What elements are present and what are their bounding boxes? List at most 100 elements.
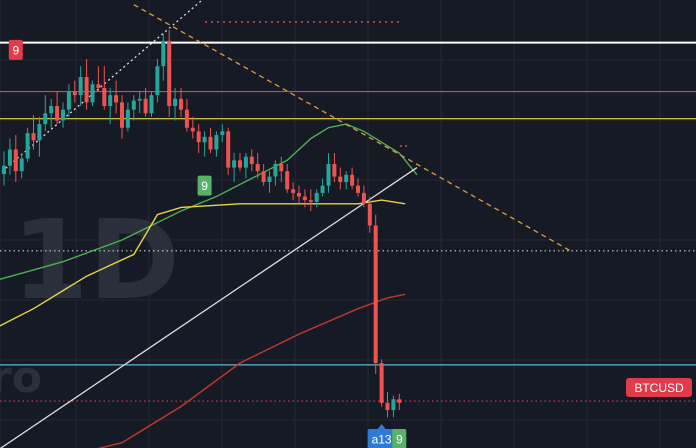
candle	[37, 116, 42, 157]
candle	[308, 189, 313, 211]
candle	[273, 160, 278, 186]
candle-body	[143, 98, 148, 114]
candle	[285, 163, 290, 193]
candle	[108, 87, 113, 125]
candle-body	[72, 91, 77, 96]
candle-body	[302, 196, 307, 201]
candle	[43, 95, 48, 132]
candle-body	[273, 163, 278, 177]
candle-body	[90, 84, 95, 103]
marker-buy-setup: a13	[367, 424, 396, 448]
candle-body	[25, 133, 30, 159]
candle-body	[131, 100, 136, 110]
candle	[238, 153, 242, 172]
candle	[302, 189, 307, 208]
candle-body	[232, 160, 237, 168]
candle-body	[149, 95, 154, 114]
candle	[31, 115, 36, 150]
candle-body	[255, 163, 260, 172]
candle-body	[338, 176, 343, 183]
candle	[61, 102, 65, 128]
marker-sell-count: 9	[8, 39, 23, 60]
candle-body	[391, 399, 396, 411]
candle-body	[243, 156, 248, 168]
candle	[7, 138, 12, 175]
candle	[161, 33, 166, 81]
candles	[2, 30, 402, 418]
trendlines	[0, 0, 571, 448]
candle	[279, 156, 284, 183]
candle-body	[297, 192, 301, 197]
marker-bg	[8, 39, 23, 60]
candle	[249, 149, 254, 172]
marker-bg	[392, 429, 407, 448]
candle-body	[155, 66, 160, 96]
candle-body	[184, 109, 189, 128]
candle	[397, 393, 402, 411]
marker-pointer	[377, 424, 386, 430]
candle	[131, 95, 136, 121]
candle	[102, 66, 107, 110]
candle-body	[43, 113, 48, 125]
candle	[49, 98, 54, 128]
candle-body	[96, 84, 101, 88]
candle-body	[202, 136, 207, 143]
candle	[13, 134, 18, 183]
candle	[214, 131, 219, 157]
candle-body	[326, 163, 331, 186]
candle	[220, 124, 225, 143]
candle	[338, 167, 343, 190]
candle	[90, 80, 95, 107]
candle-body	[2, 165, 6, 175]
marker-label: 9	[12, 43, 19, 57]
watermark-interval: 1D	[12, 196, 180, 324]
candle	[66, 84, 71, 117]
candle	[96, 66, 101, 92]
candle-body	[367, 203, 372, 226]
horizontal-levels	[0, 41, 696, 402]
candle-body	[238, 160, 242, 168]
trendline	[0, 167, 418, 448]
candle-body	[61, 109, 65, 121]
candle-body	[314, 192, 319, 202]
watermark: 1D ro	[0, 196, 180, 403]
candle	[184, 98, 189, 132]
candle	[55, 91, 60, 125]
candle-body	[220, 131, 225, 135]
candle-body	[261, 171, 266, 183]
candle	[202, 131, 207, 157]
candle-body	[332, 163, 337, 177]
candle	[361, 185, 366, 208]
marker-bg	[197, 175, 212, 196]
candle	[226, 127, 231, 175]
candle	[173, 87, 178, 121]
moving-average	[0, 199, 406, 327]
candle-body	[37, 124, 42, 141]
candle	[125, 102, 130, 132]
candle	[19, 153, 24, 179]
candle-body	[320, 185, 325, 193]
candle	[114, 80, 119, 114]
price-tag-bg	[626, 378, 692, 397]
candle-body	[179, 98, 183, 110]
candle-body	[279, 163, 284, 172]
candle	[155, 58, 160, 103]
candle	[332, 153, 337, 183]
candle	[190, 116, 195, 139]
candle-body	[190, 127, 195, 132]
candle-body	[7, 149, 12, 166]
candle-body	[291, 189, 296, 193]
candle	[379, 359, 384, 407]
candle	[391, 395, 396, 418]
candle-body	[267, 176, 272, 183]
candle	[78, 66, 83, 107]
candle-body	[173, 98, 178, 107]
trendline	[133, 4, 571, 252]
candle	[167, 30, 172, 117]
candle	[373, 214, 378, 374]
marker-label: 9	[201, 179, 208, 193]
candle-body	[31, 133, 36, 141]
candle	[320, 178, 325, 197]
